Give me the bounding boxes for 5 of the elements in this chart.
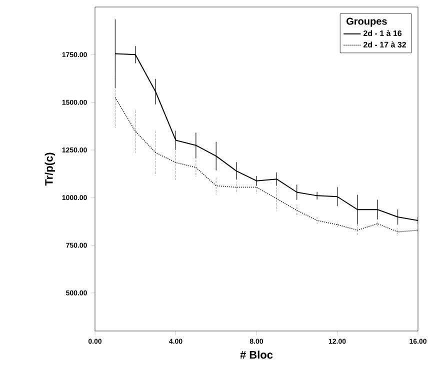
legend-label: 2d - 1 à 16 <box>363 30 402 36</box>
legend-label: 2d - 17 à 32 <box>363 42 406 48</box>
x-axis-title: # Bloc <box>240 350 273 359</box>
y-axis-title: Tr/p(c) <box>44 152 56 186</box>
legend-title: Groupes <box>346 18 387 27</box>
